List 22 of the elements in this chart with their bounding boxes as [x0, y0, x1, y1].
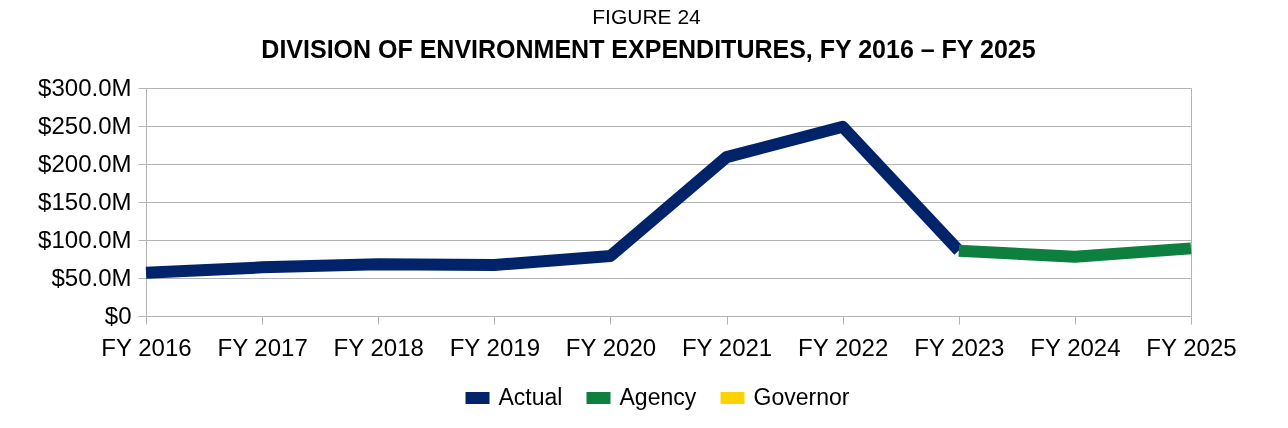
y-tick-label: $250.0M	[38, 111, 132, 139]
y-tick-label: $200.0M	[38, 149, 132, 177]
legend-label: Actual	[498, 384, 563, 410]
y-tick-label: $50.0M	[51, 263, 132, 291]
legend-label: Governor	[753, 384, 850, 410]
x-tick-label: FY 2025	[1146, 333, 1237, 361]
x-tick-label: FY 2021	[681, 333, 773, 361]
x-tick-label: FY 2019	[449, 333, 540, 361]
chart-subtitle: FIGURE 24	[592, 5, 702, 28]
x-tick-label: FY 2022	[798, 333, 889, 361]
x-tick-label: FY 2017	[217, 333, 308, 361]
x-tick-label: FY 2016	[101, 333, 192, 361]
x-tick-label: FY 2023	[914, 333, 1005, 361]
legend-label: Agency	[619, 384, 697, 410]
y-tick-label: $0	[104, 301, 132, 329]
chart-title: DIVISION OF ENVIRONMENT EXPENDITURES, FY 2016 – FY 2025	[261, 35, 1036, 63]
y-tick-label: $150.0M	[38, 187, 132, 215]
x-tick-label: FY 2020	[565, 333, 657, 361]
x-tick-label: FY 2024	[1030, 333, 1121, 361]
y-tick-label: $100.0M	[38, 225, 132, 253]
y-tick-label: $300.0M	[38, 73, 132, 101]
x-tick-label: FY 2018	[333, 333, 424, 361]
